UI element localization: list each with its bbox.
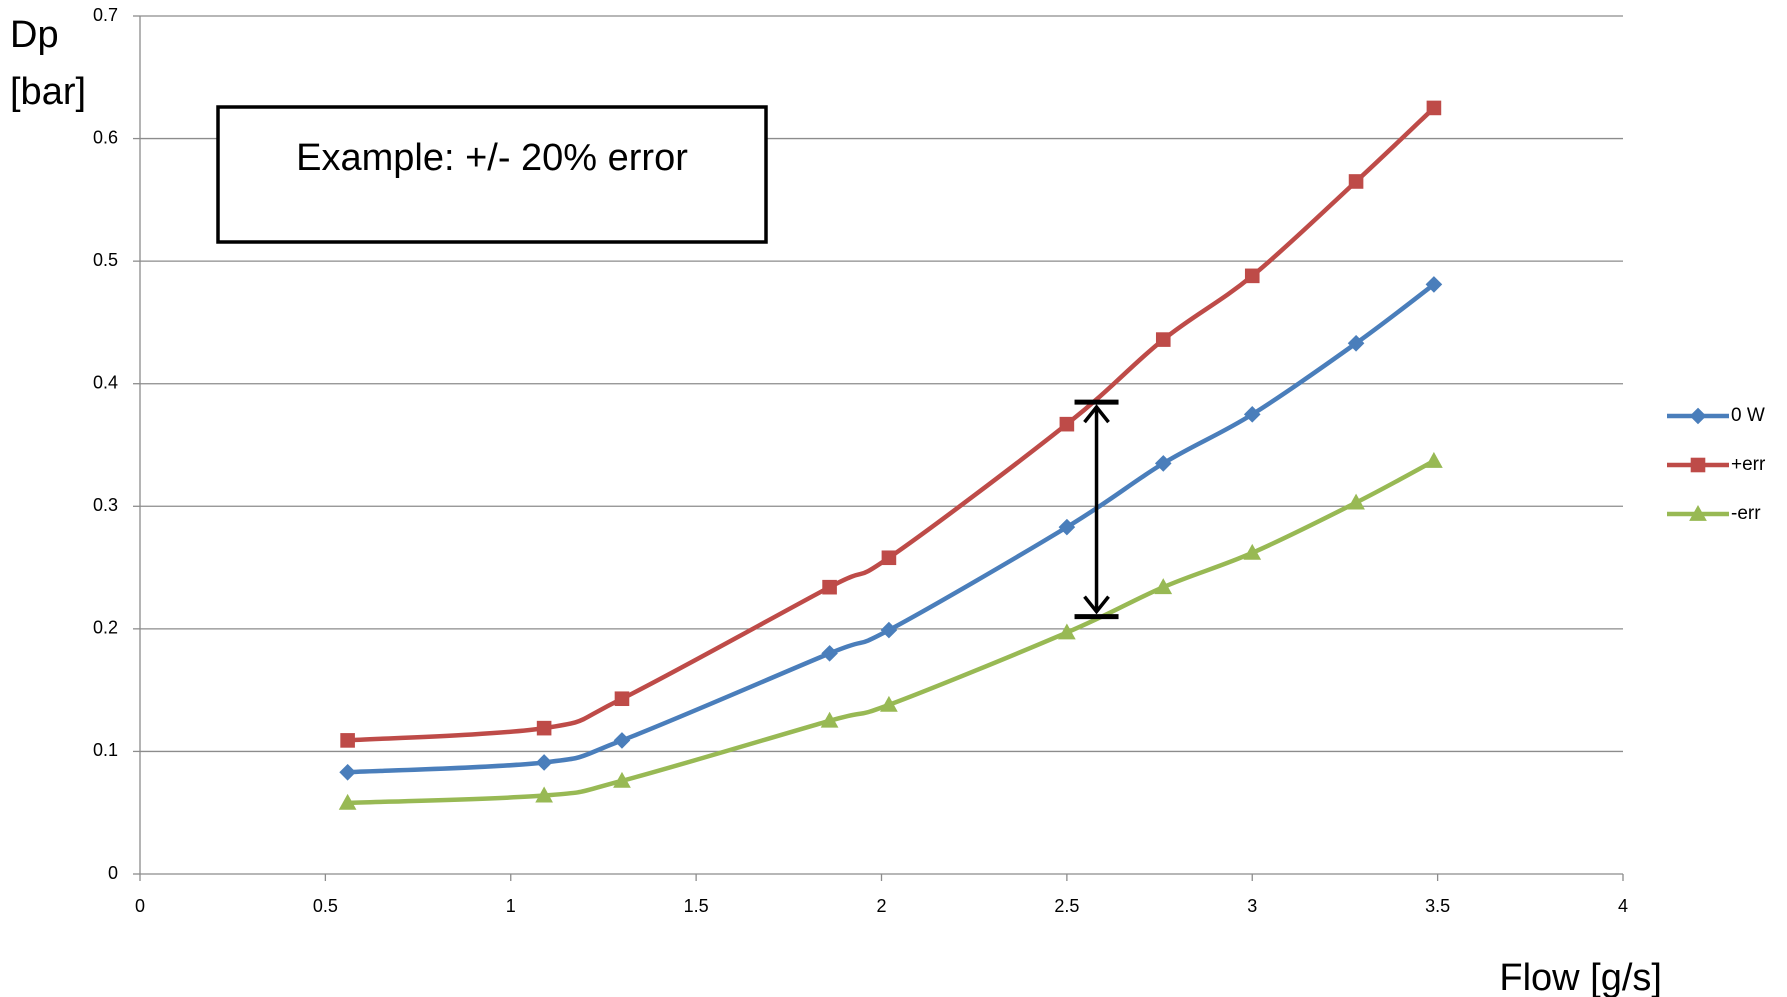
series-line [345,105,1437,743]
error-bar-arrowhead-top [1083,404,1110,424]
legend-marker [1689,407,1707,425]
x-tick-label: 3 [1247,896,1257,916]
x-tick-label: 3.5 [1425,896,1450,916]
legend: 0 W +err -err [1667,405,1766,524]
y-tick-label: 0.2 [93,618,118,638]
y-axis-title-line2: [bar] [10,71,86,113]
y-tick-label: 0.1 [93,740,118,760]
data-point [613,732,631,749]
data-point [614,691,630,707]
y-tick-label: 0.6 [93,127,118,147]
legend-entry: -err [1667,503,1761,524]
error-bar [1074,399,1119,620]
data-point [535,754,553,771]
data-point [1154,578,1173,595]
data-point [1244,268,1260,284]
data-point [1154,455,1172,472]
x-tick-label: 2 [876,896,886,916]
data-point [613,771,631,788]
x-axis-title: Flow [g/s] [1499,957,1662,997]
legend-marker [1689,504,1707,521]
data-point [1347,493,1365,510]
data-point [1425,451,1443,468]
axes-layer: 0 0.1 0.2 0.3 0.4 0.5 0.6 0.7 0 0.5 1 1.5 2 2.5 3 3.5 4 [93,5,1628,916]
y-axis-title-line1: Dp [10,14,59,56]
data-point [1243,543,1262,560]
data-point [880,695,898,712]
data-point [338,793,357,810]
annotation-text: Example: +/- 20% error [296,137,688,179]
x-tick-label: 2.5 [1054,896,1079,916]
x-tick-label: 0.5 [313,896,338,916]
data-point [1347,334,1365,352]
y-tick-label: 0.5 [93,250,118,270]
series-1 [339,276,1443,781]
series-layer [338,100,1443,810]
series-line [345,282,1437,775]
annotation-box: Example: +/- 20% error [216,105,768,244]
data-point [340,733,355,748]
series-3 [338,451,1443,810]
data-point [1426,100,1442,116]
series-2 [340,100,1442,748]
data-point [822,579,837,595]
y-tick-label: 0 [108,863,118,883]
annotation-frame [216,105,768,244]
x-tick-label: 0 [135,896,145,916]
y-tick-label: 0.4 [93,372,118,392]
data-point [1243,406,1261,423]
data-point [820,711,839,728]
data-point [1155,332,1171,347]
legend-label: 0 W [1731,405,1765,426]
data-point [1348,174,1364,189]
y-tick-label: 0.7 [93,5,118,25]
data-point [1425,276,1443,293]
data-point [1058,518,1076,536]
legend-label: +err [1731,454,1766,475]
legend-marker [1690,457,1706,473]
data-point [880,621,898,639]
error-bar-arrowhead-bottom [1083,595,1110,615]
x-tick-label: 4 [1618,896,1628,916]
data-point [536,720,552,736]
data-point [1058,623,1076,640]
y-tick-label: 0.3 [93,495,118,515]
data-point [535,786,553,803]
data-point [881,550,897,566]
x-tick-label: 1 [506,896,516,916]
legend-entry: +err [1667,454,1766,475]
x-tick-label: 1.5 [684,896,709,916]
legend-entry: 0 W [1667,405,1765,426]
data-point [1059,416,1075,432]
legend-label: -err [1731,503,1761,524]
data-point [339,763,356,781]
series-line [345,458,1437,806]
data-point [821,645,838,662]
